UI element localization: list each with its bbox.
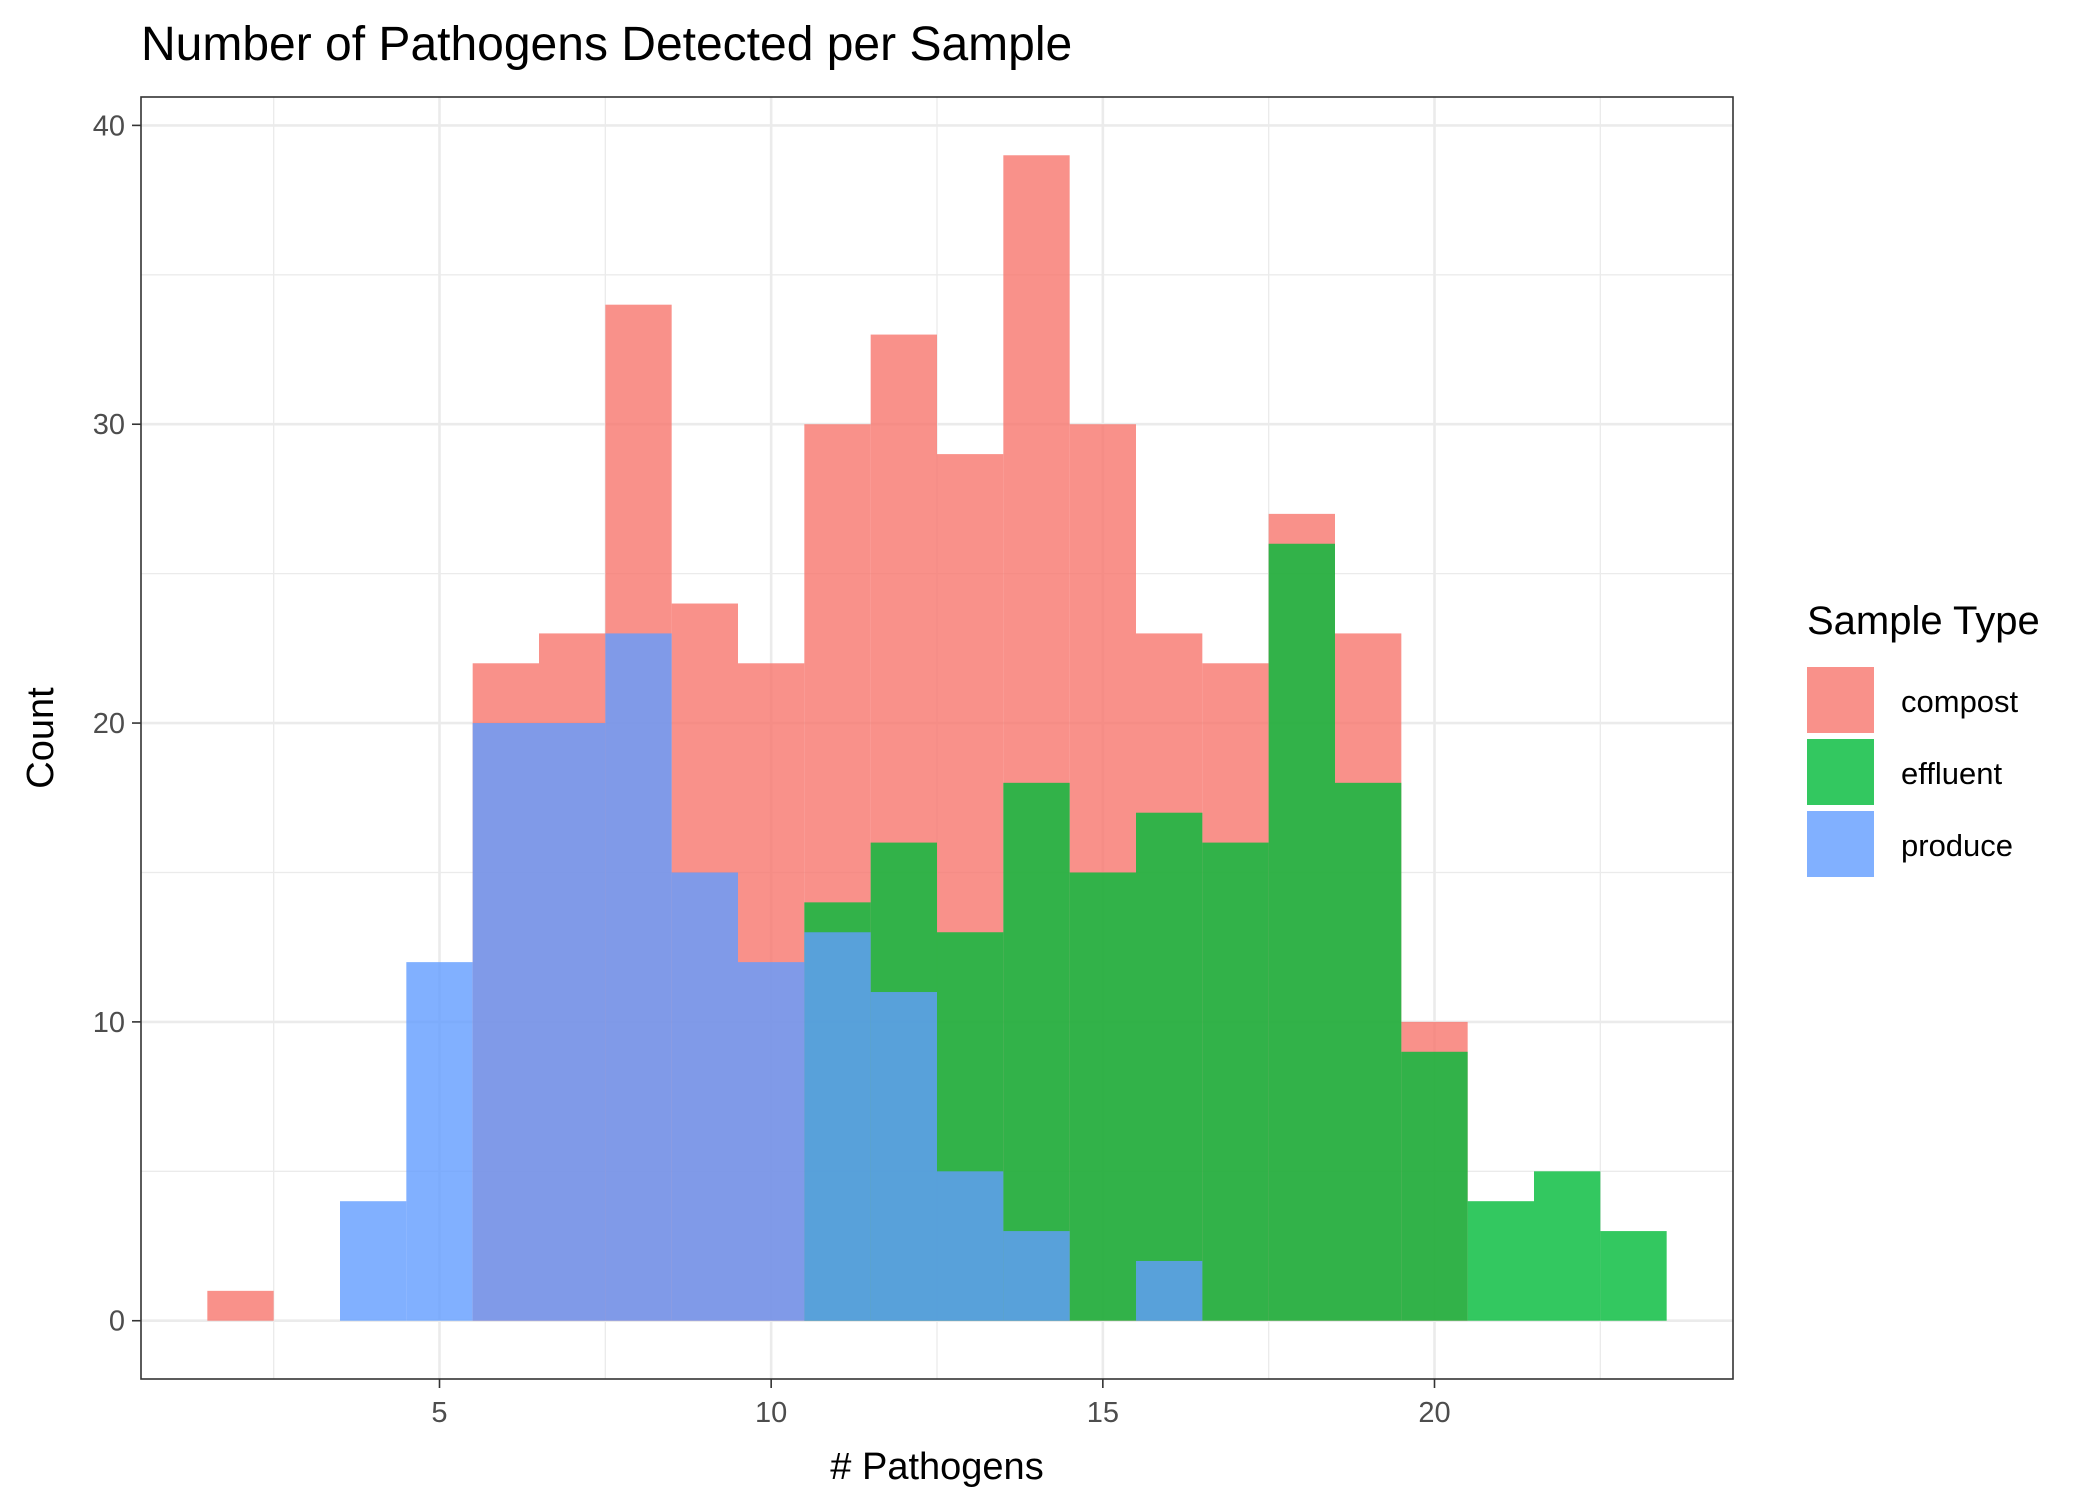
bar-produce-7 <box>539 723 606 1321</box>
legend-label-effluent: effluent <box>1901 756 2003 791</box>
bar-effluent-16 <box>1136 812 1203 1321</box>
x-tick-label: 20 <box>1418 1397 1450 1429</box>
bar-compost-2 <box>207 1290 274 1321</box>
legend-key-produce[interactable]: produce <box>1807 811 2013 877</box>
y-axis: 0 10 20 30 40 <box>93 110 141 1338</box>
bar-effluent-17 <box>1202 842 1269 1321</box>
bar-produce-4 <box>340 1201 407 1321</box>
bar-effluent-23 <box>1600 1231 1667 1321</box>
bar-produce-10 <box>738 962 805 1321</box>
y-tick-label: 10 <box>93 1007 125 1039</box>
y-tick-label: 30 <box>93 409 125 441</box>
y-axis-title: Count <box>20 687 62 789</box>
legend-key-effluent[interactable]: effluent <box>1807 739 2003 805</box>
legend-swatch-effluent <box>1807 739 1874 805</box>
y-tick-label: 40 <box>93 110 125 142</box>
legend-key-compost[interactable]: compost <box>1807 667 2019 733</box>
bar-produce-16 <box>1136 1260 1203 1321</box>
x-tick-label: 15 <box>1087 1397 1119 1429</box>
legend-swatch-compost <box>1807 667 1874 733</box>
bar-effluent-22 <box>1534 1171 1601 1321</box>
bar-produce-13 <box>937 1171 1004 1321</box>
x-tick-label: 10 <box>755 1397 787 1429</box>
bar-produce-6 <box>472 723 539 1321</box>
bar-produce-9 <box>671 872 738 1321</box>
bar-produce-14 <box>1003 1231 1070 1321</box>
bar-effluent-20 <box>1401 1051 1468 1321</box>
bar-effluent-18 <box>1268 543 1335 1321</box>
bar-effluent-19 <box>1335 782 1402 1321</box>
y-tick-label: 20 <box>93 708 125 740</box>
legend-label-produce: produce <box>1901 828 2013 863</box>
x-axis: 5 10 15 20 <box>431 1379 1451 1429</box>
y-tick-label: 0 <box>109 1306 125 1338</box>
legend: Sample Type compost effluent produce <box>1807 599 2040 877</box>
bar-produce-11 <box>804 932 871 1321</box>
legend-label-compost: compost <box>1901 684 2019 719</box>
chart-title: Number of Pathogens Detected per Sample <box>141 18 1072 71</box>
bar-produce-12 <box>870 992 937 1321</box>
panel-border <box>140 96 1734 1380</box>
x-tick-label: 5 <box>431 1397 447 1429</box>
bar-effluent-15 <box>1069 872 1136 1321</box>
x-axis-title: # Pathogens <box>830 1446 1043 1488</box>
bar-effluent-21 <box>1467 1201 1534 1321</box>
legend-swatch-produce <box>1807 811 1874 877</box>
bar-produce-8 <box>605 633 672 1321</box>
histogram-bars <box>207 155 1667 1321</box>
bar-produce-5 <box>406 962 473 1321</box>
legend-title: Sample Type <box>1807 599 2040 643</box>
